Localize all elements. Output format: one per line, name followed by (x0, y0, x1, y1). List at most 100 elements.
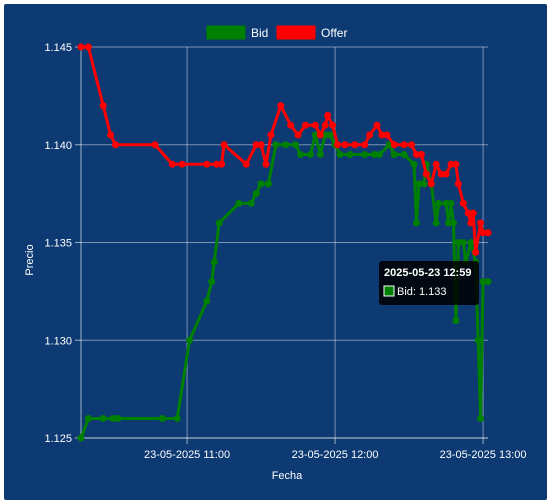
data-point-bid[interactable] (99, 414, 107, 422)
data-point-offer[interactable] (242, 160, 250, 168)
data-point-offer[interactable] (484, 229, 492, 237)
data-point-bid[interactable] (477, 414, 485, 422)
data-point-offer[interactable] (220, 141, 228, 149)
data-point-offer[interactable] (151, 141, 159, 149)
data-point-offer[interactable] (408, 141, 416, 149)
data-point-offer[interactable] (99, 102, 107, 110)
legend-swatch-offer[interactable] (276, 25, 316, 40)
tooltip: 2025-05-23 12:59 Bid: 1.133 (379, 261, 479, 305)
data-point-offer[interactable] (84, 43, 92, 51)
data-point-bid[interactable] (114, 414, 122, 422)
data-point-bid[interactable] (215, 219, 223, 227)
data-point-offer[interactable] (467, 219, 475, 227)
data-point-bid[interactable] (375, 151, 383, 159)
data-point-offer[interactable] (452, 160, 460, 168)
data-point-offer[interactable] (321, 121, 329, 129)
data-point-offer[interactable] (267, 131, 275, 139)
data-point-bid[interactable] (459, 239, 467, 246)
data-point-offer[interactable] (329, 121, 337, 129)
data-point-bid[interactable] (84, 414, 92, 422)
data-point-offer[interactable] (459, 199, 467, 207)
data-point-bid[interactable] (264, 180, 272, 188)
data-point-bid[interactable] (158, 414, 166, 422)
data-point-offer[interactable] (373, 121, 381, 129)
tooltip-box (379, 261, 479, 305)
data-point-bid[interactable] (452, 317, 460, 325)
data-point-offer[interactable] (390, 141, 398, 149)
data-point-bid[interactable] (420, 180, 428, 188)
x-tick-label: 23-05-2025 13:00 (440, 449, 527, 461)
data-point-offer[interactable] (316, 131, 324, 139)
data-point-bid[interactable] (326, 131, 334, 139)
data-point-bid[interactable] (410, 160, 418, 168)
data-point-offer[interactable] (257, 141, 265, 149)
data-point-offer[interactable] (294, 131, 302, 139)
data-point-offer[interactable] (301, 121, 309, 129)
y-axis-title: Precio (24, 244, 36, 275)
data-point-bid[interactable] (447, 199, 455, 207)
data-point-bid[interactable] (282, 141, 290, 149)
data-point-offer[interactable] (400, 141, 408, 149)
data-point-bid[interactable] (435, 199, 443, 207)
data-point-bid[interactable] (400, 151, 408, 159)
data-point-bid[interactable] (484, 278, 492, 286)
data-point-bid[interactable] (336, 151, 344, 159)
data-point-bid[interactable] (77, 434, 85, 442)
data-point-bid[interactable] (173, 414, 181, 422)
data-point-offer[interactable] (417, 151, 425, 159)
data-point-bid[interactable] (361, 151, 369, 159)
data-point-offer[interactable] (334, 141, 342, 149)
data-point-offer[interactable] (311, 121, 319, 129)
data-point-offer[interactable] (262, 160, 270, 168)
data-point-bid[interactable] (412, 219, 420, 227)
y-tick-label: 1.135 (44, 238, 72, 250)
data-point-offer[interactable] (422, 170, 430, 178)
legend-label-bid[interactable]: Bid (251, 26, 268, 40)
data-point-offer[interactable] (383, 131, 391, 139)
data-point-offer[interactable] (77, 43, 85, 51)
data-point-bid[interactable] (467, 239, 475, 246)
legend-label-offer[interactable]: Offer (321, 26, 347, 40)
data-point-offer[interactable] (341, 141, 349, 149)
data-point-bid[interactable] (210, 258, 218, 266)
data-point-offer[interactable] (287, 121, 295, 129)
data-point-bid[interactable] (186, 336, 194, 344)
data-point-offer[interactable] (454, 180, 462, 188)
data-point-offer[interactable] (107, 131, 115, 139)
data-point-offer[interactable] (361, 141, 369, 149)
data-point-offer[interactable] (432, 160, 440, 168)
data-point-bid[interactable] (272, 141, 280, 149)
data-point-offer[interactable] (366, 131, 374, 139)
legend[interactable]: Bid Offer (206, 25, 347, 40)
data-point-bid[interactable] (203, 297, 211, 305)
data-point-offer[interactable] (324, 111, 332, 119)
data-point-offer[interactable] (427, 180, 435, 188)
tooltip-swatch-bid (383, 285, 395, 297)
legend-swatch-bid[interactable] (206, 25, 246, 40)
data-point-bid[interactable] (292, 141, 300, 149)
data-point-bid[interactable] (252, 190, 260, 198)
data-point-bid[interactable] (306, 151, 314, 159)
data-point-bid[interactable] (316, 151, 324, 159)
data-point-offer[interactable] (472, 248, 480, 256)
data-point-offer[interactable] (168, 160, 176, 168)
data-point-bid[interactable] (474, 336, 482, 344)
data-point-offer[interactable] (218, 160, 226, 168)
data-point-offer[interactable] (442, 170, 450, 178)
data-point-bid[interactable] (449, 219, 457, 227)
data-point-bid[interactable] (346, 151, 354, 159)
data-point-bid[interactable] (247, 199, 255, 207)
data-point-offer[interactable] (351, 141, 359, 149)
data-point-offer[interactable] (203, 160, 211, 168)
data-point-offer[interactable] (178, 160, 186, 168)
data-point-bid[interactable] (297, 151, 305, 159)
data-point-bid[interactable] (390, 151, 398, 159)
data-point-bid[interactable] (432, 219, 440, 227)
data-point-bid[interactable] (235, 199, 243, 207)
data-point-offer[interactable] (477, 219, 485, 227)
data-point-offer[interactable] (469, 209, 477, 217)
data-point-offer[interactable] (112, 141, 120, 149)
data-point-offer[interactable] (277, 102, 285, 110)
data-point-bid[interactable] (257, 180, 265, 188)
data-point-bid[interactable] (208, 278, 216, 286)
